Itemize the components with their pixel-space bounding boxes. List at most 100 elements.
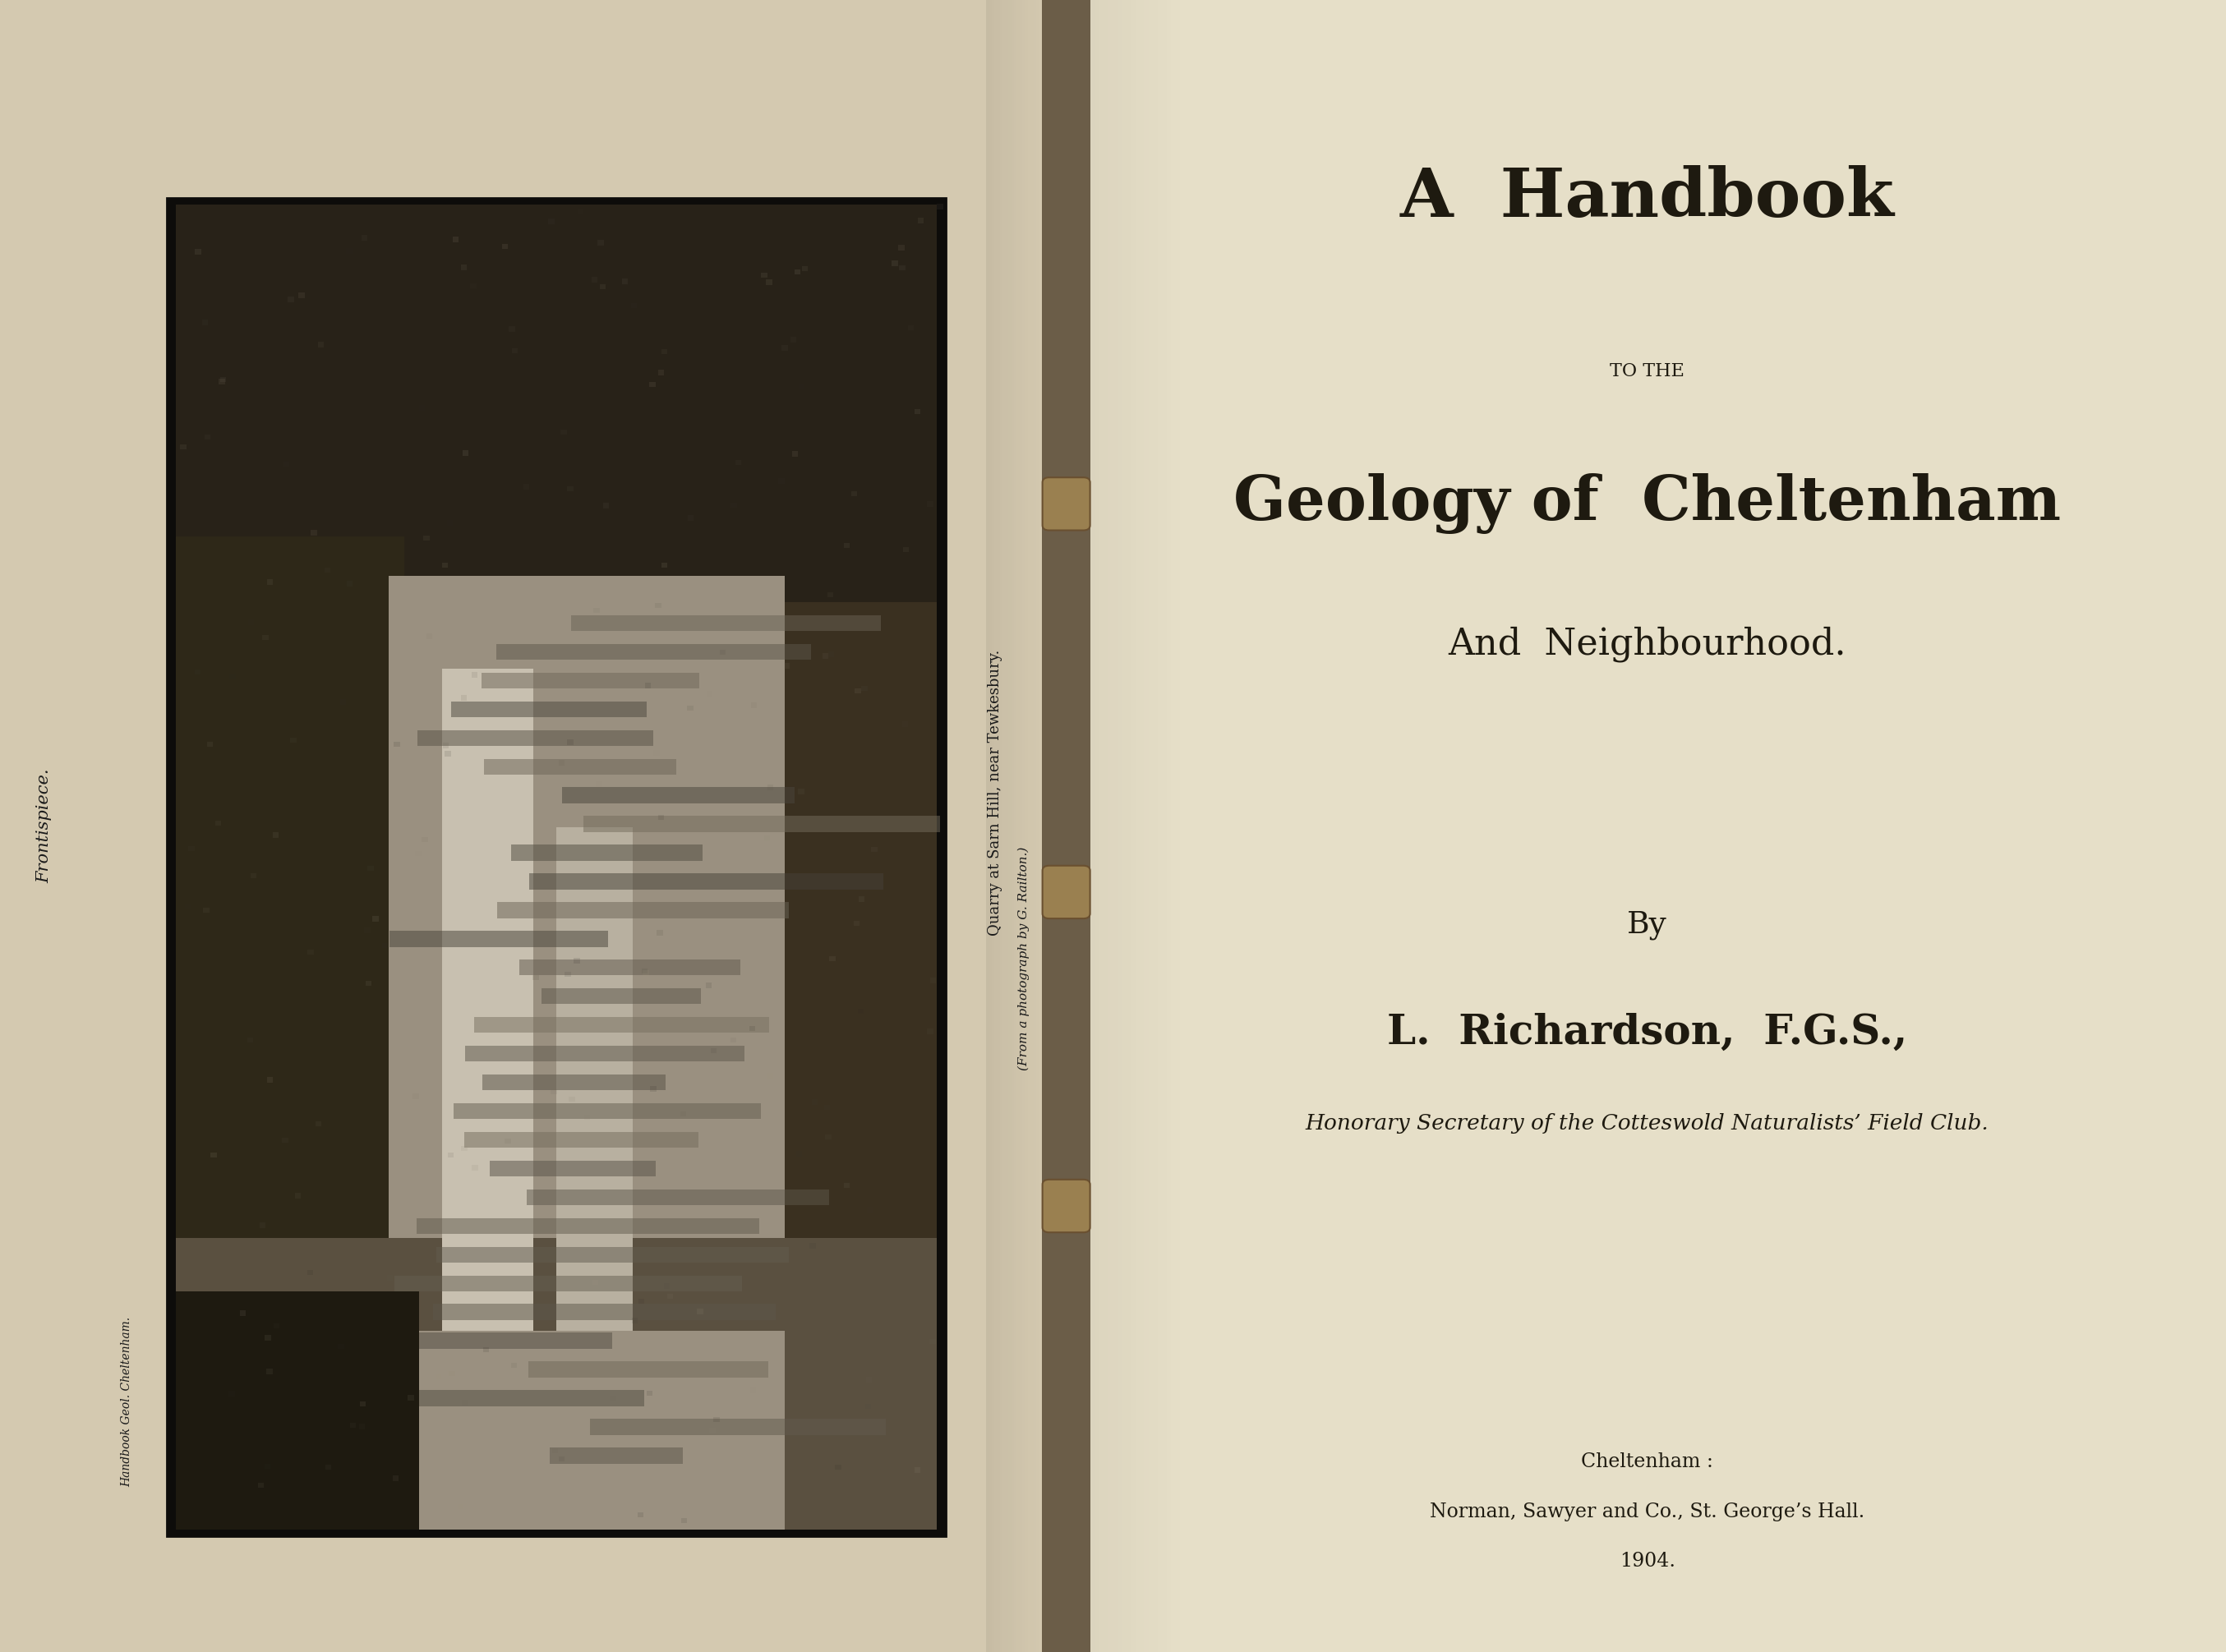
Text: L.  Richardson,  F.G.S.,: L. Richardson, F.G.S., [1387, 1013, 1908, 1052]
Bar [654, 750, 659, 755]
Text: Cheltenham :: Cheltenham : [1580, 1452, 1714, 1472]
Bar [866, 1404, 870, 1409]
Bar [797, 1151, 801, 1156]
Bar [454, 1104, 761, 1118]
Bar [505, 1138, 510, 1143]
Bar [461, 1146, 467, 1151]
Bar [176, 1239, 937, 1530]
Bar [681, 1518, 688, 1523]
Text: A  Handbook: A Handbook [1400, 165, 1894, 231]
Bar [1002, 0, 1006, 1652]
Bar [930, 978, 935, 983]
Bar [643, 970, 650, 976]
Bar [1095, 0, 1100, 1652]
Bar [1037, 0, 1040, 1652]
Bar [730, 502, 737, 507]
Bar [590, 1419, 886, 1436]
Bar [659, 370, 663, 375]
Bar [997, 0, 999, 1652]
Bar [423, 535, 430, 540]
Bar [583, 1115, 590, 1120]
Bar [445, 752, 452, 757]
Bar [688, 705, 692, 710]
Bar [1109, 0, 1113, 1652]
Bar [1006, 0, 1008, 1652]
Bar [795, 269, 801, 274]
Bar [425, 633, 432, 639]
Bar [461, 1399, 467, 1406]
Bar [365, 981, 372, 986]
Bar [263, 634, 269, 639]
Bar [830, 957, 835, 961]
Bar [572, 615, 881, 631]
Bar [1158, 0, 1162, 1652]
Bar [826, 1135, 830, 1140]
Bar [229, 1391, 234, 1396]
Bar [764, 836, 770, 841]
Bar [561, 788, 795, 803]
Bar [868, 1208, 873, 1213]
Bar [465, 1132, 699, 1148]
Bar [361, 1401, 365, 1406]
Bar [407, 1394, 414, 1401]
Bar [196, 249, 200, 254]
Bar [646, 682, 650, 689]
Bar [859, 897, 864, 902]
Bar [390, 930, 608, 947]
Bar [1117, 0, 1122, 1652]
Bar [361, 235, 367, 241]
Bar [556, 828, 632, 1424]
Bar [274, 1323, 280, 1328]
Bar [650, 1085, 657, 1092]
Bar [597, 781, 601, 786]
Bar [267, 580, 274, 585]
Text: Quarry at Sarn Hill, near Tewkesbury.: Quarry at Sarn Hill, near Tewkesbury. [988, 649, 1002, 937]
Bar [650, 382, 654, 387]
Bar [657, 930, 663, 935]
Bar [203, 907, 209, 914]
Bar [1017, 0, 1020, 1652]
Bar [1013, 0, 1017, 1652]
Text: Geology of  Cheltenham: Geology of Cheltenham [1233, 474, 2061, 534]
Bar [844, 1183, 850, 1188]
Bar [801, 266, 808, 271]
Bar [1008, 0, 1011, 1652]
Bar [784, 664, 790, 669]
Bar [345, 248, 352, 253]
Bar [416, 851, 421, 856]
Bar [472, 1165, 479, 1170]
Bar [1022, 0, 1024, 1652]
Bar [663, 1284, 670, 1289]
Bar [205, 434, 211, 439]
Bar [483, 1074, 666, 1090]
Bar [730, 1037, 737, 1042]
Bar [668, 1294, 672, 1298]
Bar [561, 430, 568, 434]
Bar [240, 1310, 247, 1315]
Bar [550, 1089, 556, 1094]
Bar [599, 284, 605, 289]
Bar [358, 1424, 365, 1429]
Bar [761, 273, 768, 278]
Bar [265, 1335, 272, 1340]
Bar [710, 1427, 715, 1434]
Bar [523, 484, 530, 489]
Bar [1135, 0, 1140, 1652]
Bar [298, 292, 305, 297]
Bar [267, 1077, 274, 1082]
Bar [799, 383, 804, 390]
Bar [750, 702, 757, 709]
Bar [610, 1396, 617, 1401]
Bar [461, 264, 467, 271]
Text: Norman, Sawyer and Co., St. George’s Hall.: Norman, Sawyer and Co., St. George’s Hal… [1429, 1502, 1865, 1521]
Bar [594, 608, 599, 613]
Bar [559, 760, 565, 765]
Bar [850, 491, 857, 497]
Bar [835, 1465, 841, 1470]
Bar [646, 1391, 652, 1396]
Bar [904, 547, 908, 552]
Bar [283, 1137, 287, 1143]
Bar [325, 1465, 332, 1470]
Text: By: By [1627, 910, 1667, 940]
Bar [893, 261, 897, 266]
